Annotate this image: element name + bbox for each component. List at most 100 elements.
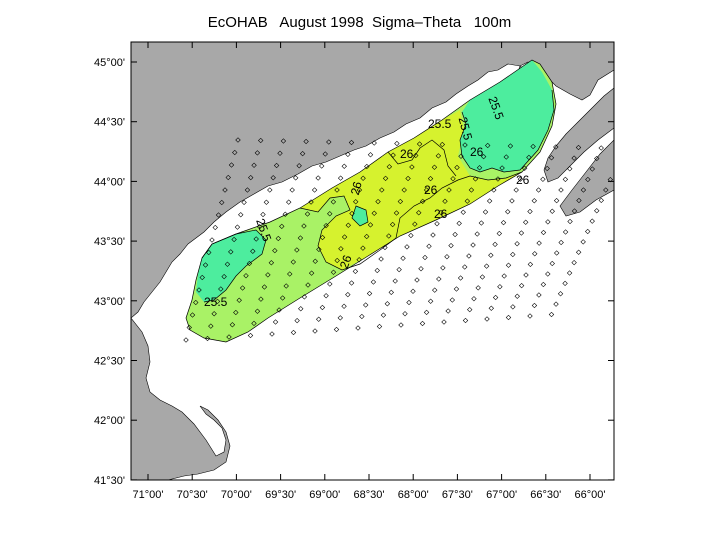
station-marker [404, 244, 410, 250]
station-marker [503, 154, 509, 160]
station-marker [540, 281, 547, 288]
station-marker [296, 163, 302, 169]
x-tick-label: 66°30' [530, 489, 561, 501]
station-marker [261, 284, 268, 290]
station-marker [571, 259, 577, 266]
station-marker [484, 316, 490, 322]
station-marker [239, 285, 246, 291]
station-marker [450, 176, 456, 182]
station-marker [589, 218, 595, 224]
station-marker [497, 284, 503, 290]
station-marker [215, 212, 222, 218]
station-marker [199, 274, 205, 281]
station-marker [290, 329, 297, 336]
contour-label: 25.5 [204, 295, 228, 309]
x-tick-label: 68°00' [398, 489, 429, 501]
x-tick-label: 70°00' [221, 489, 252, 501]
station-marker [294, 317, 300, 324]
contour-lines [185, 59, 557, 343]
station-marker [454, 164, 460, 171]
station-marker [431, 164, 438, 170]
station-marker [413, 152, 419, 159]
station-marker [229, 322, 236, 328]
station-marker [270, 175, 276, 181]
station-marker [393, 210, 400, 216]
station-marker [319, 163, 325, 169]
station-marker [312, 258, 318, 264]
station-marker [567, 218, 573, 225]
x-axis-ticks [147, 42, 591, 480]
station-marker [436, 276, 442, 282]
contour-label: 25.5 [428, 117, 452, 131]
station-marker [488, 252, 494, 258]
station-marker [510, 251, 516, 258]
station-marker [492, 294, 499, 301]
station-marker [449, 297, 455, 303]
station-marker [388, 289, 394, 296]
contour-label: 26 [434, 207, 448, 221]
station-marker [360, 245, 366, 251]
station-marker [345, 222, 351, 228]
station-marker [396, 266, 402, 273]
station-marker [430, 232, 436, 238]
map-title: EcOHAB August 1998 Sigma–Theta 100m [207, 14, 512, 31]
station-marker [444, 254, 450, 260]
station-marker [472, 176, 479, 182]
station-marker [514, 241, 520, 247]
station-marker [232, 149, 238, 156]
station-marker [545, 271, 551, 277]
station-marker [204, 335, 211, 342]
station-marker [485, 142, 491, 149]
station-marker [193, 299, 199, 306]
station-marker [273, 162, 280, 169]
station-marker [290, 259, 296, 265]
contour-region-high [300, 110, 522, 270]
x-tick-label: 69°30' [265, 489, 296, 501]
station-marker [488, 305, 494, 311]
station-marker [283, 283, 289, 289]
station-marker [580, 239, 586, 245]
station-marker [322, 151, 328, 157]
station-marker [312, 328, 318, 334]
station-marker [367, 222, 374, 228]
station-marker [521, 165, 528, 171]
station-marker [356, 257, 362, 263]
station-marker [448, 242, 454, 249]
station-marker [398, 322, 404, 328]
station-marker [445, 308, 451, 314]
station-marker [397, 198, 404, 205]
station-marker [286, 199, 292, 205]
station-marker [384, 301, 391, 307]
station-marker [316, 316, 322, 322]
station-marker [228, 249, 234, 255]
station-marker [311, 187, 318, 193]
station-marker [558, 239, 564, 246]
station-marker [501, 273, 507, 279]
x-tick-label: 69°00' [309, 489, 340, 501]
station-marker [408, 232, 414, 239]
station-marker [233, 309, 239, 316]
station-marker [269, 331, 275, 337]
station-marker [486, 198, 493, 204]
station-marker [523, 219, 529, 225]
station-marker [405, 175, 411, 182]
station-marker [338, 246, 344, 252]
station-marker [492, 241, 498, 248]
land-massachusetts [131, 317, 231, 480]
station-marker [426, 243, 432, 249]
station-marker [603, 187, 609, 193]
contour-line-ne [459, 89, 555, 173]
station-marker [345, 291, 351, 298]
map-frame [130, 41, 615, 481]
station-marker [598, 145, 604, 151]
station-marker [598, 197, 604, 204]
station-marker [265, 272, 271, 278]
station-marker [254, 150, 261, 156]
station-marker [496, 230, 502, 237]
station-marker [567, 166, 573, 172]
station-marker [222, 187, 228, 193]
station-marker [253, 236, 259, 242]
station-marker [392, 278, 398, 284]
station-marker [423, 309, 430, 316]
x-axis-labels: 71°00' 70°30' 70°00' 69°30' 69°00' 68°30' 68°0… [133, 489, 606, 501]
